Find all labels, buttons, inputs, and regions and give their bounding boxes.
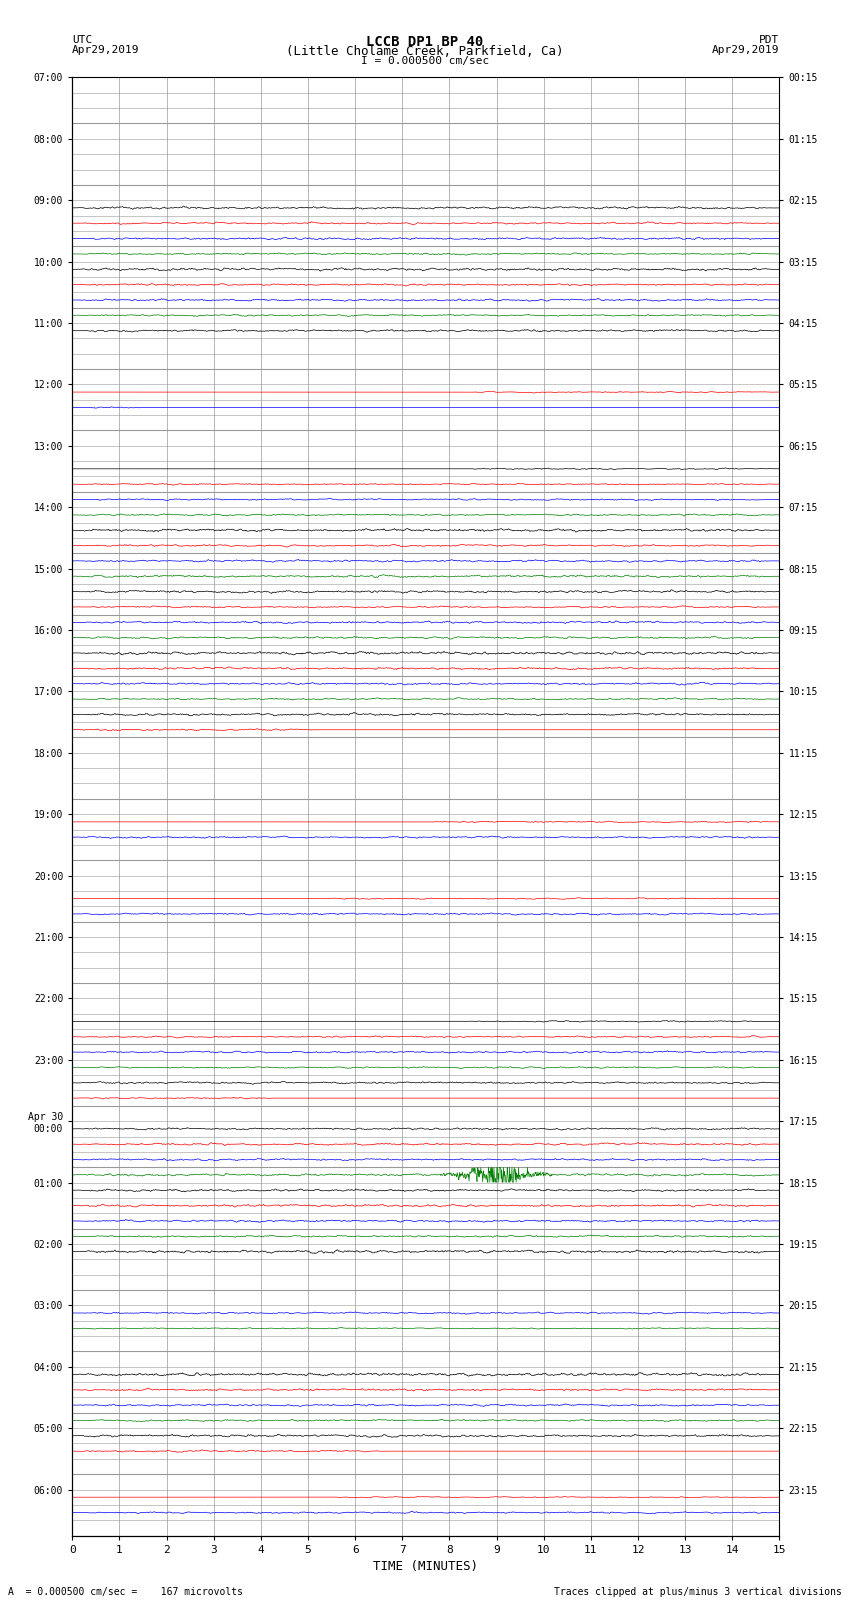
Text: LCCB DP1 BP 40: LCCB DP1 BP 40: [366, 35, 484, 50]
Text: Apr29,2019: Apr29,2019: [712, 45, 779, 55]
Text: A  = 0.000500 cm/sec =    167 microvolts: A = 0.000500 cm/sec = 167 microvolts: [8, 1587, 243, 1597]
Text: UTC: UTC: [72, 35, 93, 45]
Text: Traces clipped at plus/minus 3 vertical divisions: Traces clipped at plus/minus 3 vertical …: [553, 1587, 842, 1597]
Text: (Little Cholame Creek, Parkfield, Ca): (Little Cholame Creek, Parkfield, Ca): [286, 45, 564, 58]
X-axis label: TIME (MINUTES): TIME (MINUTES): [373, 1560, 479, 1573]
Text: I = 0.000500 cm/sec: I = 0.000500 cm/sec: [361, 56, 489, 66]
Text: Apr29,2019: Apr29,2019: [72, 45, 139, 55]
Text: PDT: PDT: [759, 35, 779, 45]
